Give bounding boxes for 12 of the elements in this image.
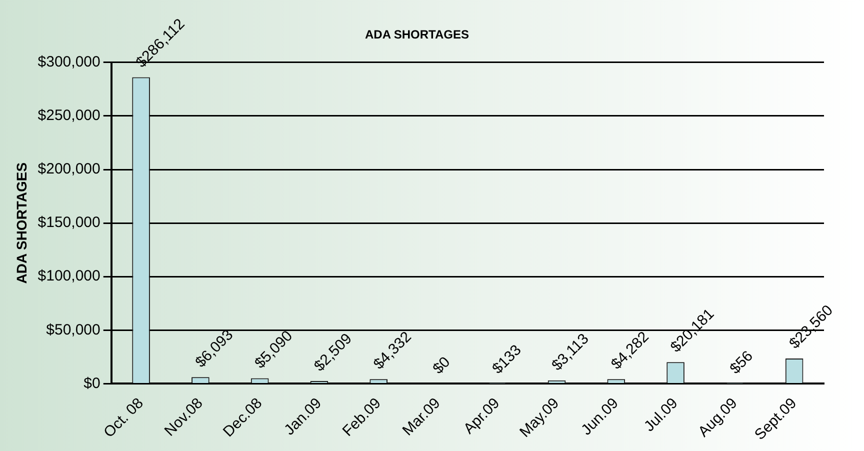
y-tick-label: $300,000 — [38, 54, 100, 71]
y-tick-label: $250,000 — [38, 107, 100, 124]
y-tick-label: $150,000 — [38, 214, 100, 232]
x-tick-label: Oct. 08 — [100, 394, 147, 442]
y-tick-label: $50,000 — [46, 321, 100, 338]
data-label: $0 — [430, 354, 454, 378]
y-axis-title: ADA SHORTAGES — [13, 162, 30, 284]
y-tick-label: $100,000 — [38, 268, 100, 285]
data-label: $56 — [726, 348, 756, 378]
y-tick-label: $0 — [84, 374, 100, 392]
chart-title: ADA SHORTAGES — [364, 28, 470, 42]
y-tick-label: $200,000 — [38, 160, 100, 178]
